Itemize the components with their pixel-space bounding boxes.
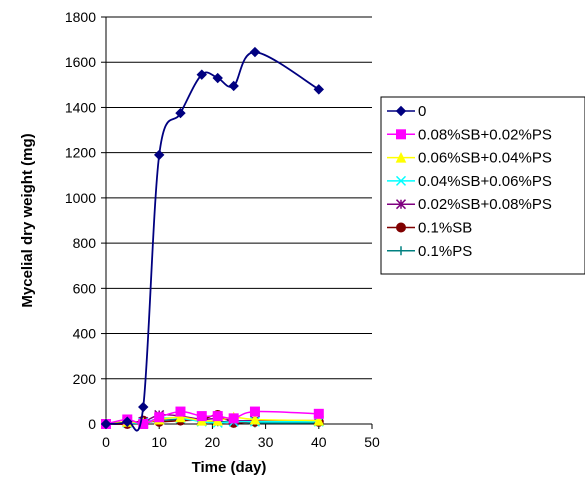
data-point [249,406,260,417]
data-point [154,412,165,423]
data-point [153,149,165,161]
data-point [212,411,223,422]
x-tick-label: 30 [258,434,274,450]
y-tick-label: 1200 [65,145,96,161]
x-tick-label: 40 [311,434,327,450]
data-point [313,414,325,426]
series-group [100,46,325,432]
y-tick-label: 1000 [65,190,96,206]
legend-label: 0 [418,103,426,120]
legend-swatch-marker [396,222,406,233]
legend-swatch-marker [395,151,407,163]
y-tick-label: 200 [73,371,97,387]
data-point [228,413,239,424]
y-tick-label: 1600 [65,54,96,70]
x-axis-title: Time (day) [192,459,267,476]
legend-swatch-marker [395,105,407,117]
data-point [313,84,325,95]
y-tick-label: 600 [73,280,97,296]
data-point [138,419,149,429]
y-axis-title: Mycelial dry weight (mg) [19,133,36,307]
y-tick-label: 400 [73,326,97,342]
legend-label: 0.06%SB+0.04%PS [418,150,552,167]
legend-swatch-marker [396,246,406,256]
data-point [138,401,149,413]
y-tick-label: 1800 [65,9,96,25]
data-point [196,69,207,80]
data-point [175,406,186,417]
legend-swatch-marker [395,175,407,186]
legend-label: 0.1%SB [418,220,472,237]
legend-swatch-marker [396,129,406,140]
plot-area: 0 200 400 600 800 1000 1200 1400 1600 1800 0 10 20 30… [19,9,380,476]
x-tick-label: 10 [151,434,167,450]
data-point [228,80,239,92]
y-tick-label: 800 [73,235,97,251]
legend: 0 0.08%SB+0.02%PS 0.06%SB+0.04%PS 0.04%SB+0… [380,96,585,275]
data-point [212,72,223,84]
legend-swatch-marker [395,199,407,210]
y-tick-label: 1400 [65,99,96,115]
legend-box [380,96,585,275]
series-line [105,51,320,432]
x-tick-label: 50 [364,434,380,450]
data-point [122,416,133,427]
legend-label: 0.04%SB+0.06%PS [418,173,552,190]
data-point [100,418,112,430]
series-line [105,410,319,425]
legend-label: 0.1%PS [418,243,472,260]
data-point [175,411,186,423]
x-tick-label: 20 [205,434,221,450]
data-point [249,46,261,58]
data-point [196,411,207,422]
legend-label: 0.08%SB+0.02%PS [418,126,552,143]
data-point [313,408,324,419]
x-tick-label: 0 [102,434,110,450]
data-point [175,107,186,119]
legend-label: 0.02%SB+0.08%PS [418,196,552,213]
data-point [249,413,261,425]
y-tick-label: 0 [88,416,96,432]
